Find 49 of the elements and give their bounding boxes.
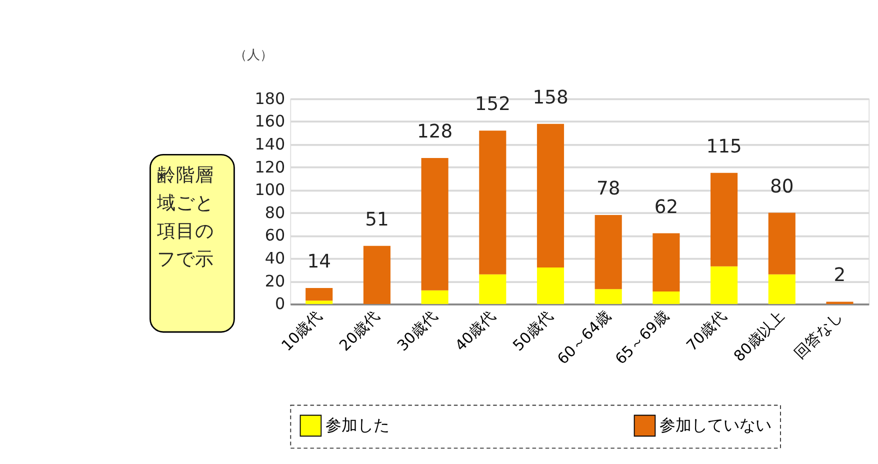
y-tick-label: 20: [264, 271, 286, 290]
y-tick-label: 100: [254, 180, 286, 200]
bar: [536, 124, 564, 268]
bar: [594, 289, 622, 304]
y-tick-label: 140: [254, 134, 286, 154]
x-tick-label: 65～69歳: [612, 307, 672, 368]
total-label: 51: [365, 209, 389, 230]
bar: [479, 274, 506, 304]
total-label: 152: [474, 94, 510, 116]
x-tick-label: 40歳代: [451, 307, 499, 355]
x-tick-label: 70歳代: [682, 307, 730, 355]
total-label: 62: [654, 196, 678, 218]
bar: [710, 172, 738, 266]
bar: [710, 266, 738, 304]
bar: [652, 291, 680, 304]
bar: [652, 233, 680, 292]
y-tick-label: 60: [264, 226, 286, 245]
bar: [421, 158, 448, 290]
text: 齢階層域ごと項目のフで示: [156, 164, 214, 270]
bar: [768, 274, 796, 304]
bar: [363, 246, 390, 304]
total-label: 78: [596, 178, 620, 200]
y-axis-title: （人）: [234, 48, 273, 64]
x-tick-label: 30歳代: [394, 307, 441, 355]
bar: [306, 300, 333, 304]
bar: [826, 302, 854, 304]
x-tick-label: 回答なし: [790, 307, 846, 362]
total-label: 115: [706, 136, 742, 158]
bar: [421, 290, 448, 304]
total-label: 2: [834, 265, 846, 286]
bar: [768, 212, 796, 274]
x-tick-label: 80歳以上: [730, 307, 788, 366]
total-label: 80: [770, 176, 794, 198]
bar: [536, 268, 564, 304]
legend-label: 参加した: [326, 415, 390, 434]
y-tick-label: 40: [264, 248, 286, 268]
y-tick-label: 180: [254, 88, 286, 108]
bar: [479, 130, 506, 274]
bar: [306, 288, 333, 301]
bar: [594, 215, 622, 290]
total-label: 128: [416, 122, 453, 143]
y-tick-label: 0: [274, 294, 286, 314]
total-label: 158: [532, 87, 568, 108]
y-tick-label: 120: [254, 157, 286, 176]
x-tick-label: 20歳代: [336, 307, 384, 355]
total-label: 14: [307, 252, 331, 273]
y-tick-label: 160: [254, 112, 286, 131]
legend-label: 参加していない: [660, 415, 772, 434]
y-tick-label: 80: [264, 202, 286, 222]
